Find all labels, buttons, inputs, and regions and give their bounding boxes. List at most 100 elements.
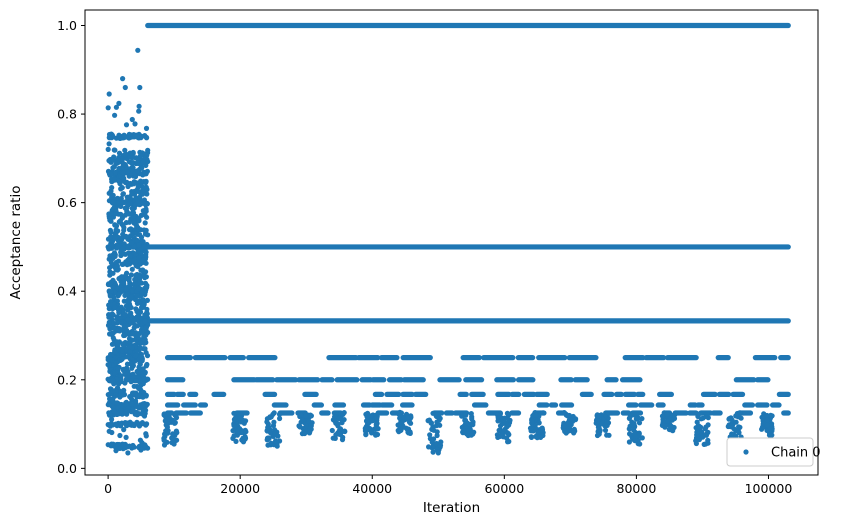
dip-point [631, 422, 637, 428]
y-axis-label: Acceptance ratio [8, 186, 24, 300]
burn-in-point [119, 215, 125, 221]
dip-point [363, 425, 369, 432]
burn-in-point [135, 157, 141, 163]
burn-in-point [106, 428, 112, 434]
burn-in-point [110, 335, 116, 341]
burn-in-point [115, 404, 121, 411]
dip-point [277, 438, 283, 444]
dip-point [602, 427, 609, 433]
dip-point [562, 428, 568, 434]
burn-in-point [118, 304, 124, 310]
dip-point [631, 412, 637, 418]
burn-in-point [144, 401, 150, 407]
dip-point [705, 422, 711, 428]
burn-in-point [127, 394, 133, 400]
burn-in-point [106, 141, 112, 147]
dip-point [636, 420, 643, 426]
burn-in-point [124, 361, 131, 367]
dip-minimum-point [171, 441, 177, 447]
dip-point [340, 411, 346, 417]
burn-in-point [127, 253, 133, 259]
burn-in-point [116, 178, 122, 184]
burn-in-point [124, 408, 130, 414]
dip-point [434, 419, 440, 425]
burn-in-point [138, 153, 144, 159]
burn-in-point [114, 298, 120, 304]
burn-in-point [142, 346, 148, 352]
dip-point [670, 412, 677, 419]
burn-in-point [135, 47, 141, 53]
burn-in-point [142, 443, 148, 449]
burn-in-point [118, 408, 124, 414]
burn-in-point [111, 325, 117, 331]
dip-point [505, 430, 511, 436]
dip-point [398, 427, 404, 433]
dip-point [332, 414, 338, 420]
burn-in-point [143, 421, 149, 427]
burn-in-point [106, 91, 112, 97]
dip-point [533, 412, 539, 418]
y-tick-label: 0.4 [57, 284, 77, 299]
burn-in-point [109, 341, 115, 347]
dip-point [333, 432, 339, 438]
burn-in-point [106, 215, 112, 221]
burn-in-point [128, 226, 134, 232]
burn-in-point [106, 211, 112, 217]
burn-in-point [108, 279, 114, 285]
burn-in-point [113, 104, 119, 110]
burn-in-point [137, 232, 143, 238]
burn-in-point [119, 287, 125, 293]
burn-in-point [113, 360, 120, 366]
burn-in-point [133, 403, 139, 409]
burn-in-point [130, 406, 136, 413]
burn-in-point [143, 125, 150, 131]
dip-point [535, 429, 541, 435]
dip-point [602, 422, 608, 428]
dip-point [731, 426, 737, 432]
burn-in-point [112, 349, 118, 355]
burn-in-point [135, 248, 141, 254]
burn-in-point [113, 211, 119, 217]
burn-in-point [124, 194, 130, 200]
dip-point [267, 414, 273, 420]
burn-in-point [113, 392, 119, 398]
burn-in-point [108, 229, 114, 235]
burn-in-point [129, 205, 135, 211]
burn-in-point [143, 332, 149, 338]
x-tick-label: 60000 [484, 481, 524, 496]
burn-in-point [109, 416, 115, 422]
dip-point [469, 416, 475, 422]
burn-in-point [108, 351, 114, 358]
burn-in-point [137, 437, 143, 443]
burn-in-point [109, 397, 115, 403]
dip-point [529, 417, 535, 424]
dip-point [694, 429, 701, 435]
burn-in-point [134, 293, 140, 299]
dip-point [702, 426, 708, 432]
dip-point [307, 426, 313, 432]
burn-in-point [140, 401, 146, 407]
dip-point [373, 421, 379, 427]
burn-in-point [129, 191, 135, 197]
dip-point [270, 422, 277, 429]
burn-in-point [110, 285, 116, 291]
burn-in-point [142, 318, 148, 325]
dip-minimum-point [571, 430, 577, 436]
x-tick-label: 40000 [352, 481, 392, 496]
burn-in-point [114, 285, 120, 291]
burn-in-point [116, 150, 123, 156]
burn-in-point [142, 313, 149, 319]
burn-in-point [115, 228, 121, 234]
burn-in-point [117, 445, 123, 451]
burn-in-point [106, 306, 112, 312]
dip-point [696, 436, 703, 443]
dip-point [626, 426, 632, 432]
burn-in-point [120, 246, 126, 252]
burn-in-point [122, 179, 129, 186]
burn-in-point [121, 251, 127, 257]
dip-point [430, 449, 436, 455]
burn-in-point [136, 385, 142, 391]
dip-point [697, 410, 704, 416]
burn-in-point [116, 100, 122, 106]
burn-in-point [107, 293, 113, 299]
